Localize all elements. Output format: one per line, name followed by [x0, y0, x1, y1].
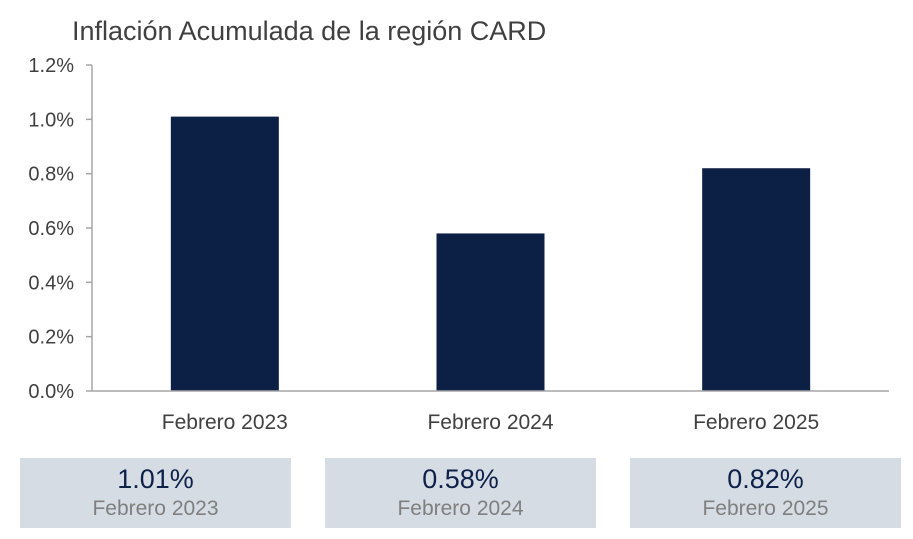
y-tick-label: 0.2%: [28, 327, 74, 349]
summary-value: 1.01%: [117, 464, 194, 494]
summary-label: Febrero 2025: [702, 497, 829, 520]
bars: [170, 116, 811, 391]
bar-0: [170, 116, 279, 391]
summary-value: 0.58%: [422, 464, 499, 494]
y-tick-label: 0.0%: [28, 381, 74, 403]
y-axis-ticks: 0.0% 0.2% 0.4% 0.6% 0.8% 1.0% 1.2%: [28, 55, 92, 403]
y-tick-label: 1.2%: [28, 55, 74, 77]
chart-title: Inflación Acumulada de la región CARD: [72, 16, 547, 46]
summary-label: Febrero 2024: [397, 497, 524, 520]
x-axis-labels: Febrero 2023 Febrero 2024 Febrero 2025: [162, 411, 819, 434]
y-tick-label: 1.0%: [28, 109, 74, 131]
bar-chart: 0.0% 0.2% 0.4% 0.6% 0.8% 1.0% 1.2% Febrero 202…: [28, 55, 889, 434]
x-category-label: Febrero 2025: [693, 411, 819, 434]
y-tick-label: 0.8%: [28, 164, 74, 186]
y-tick-label: 0.4%: [28, 272, 74, 294]
x-category-label: Febrero 2024: [427, 411, 553, 434]
summary-value: 0.82%: [727, 464, 804, 494]
summary-label: Febrero 2023: [92, 497, 219, 520]
bar-2: [702, 168, 811, 391]
bar-1: [436, 233, 545, 391]
x-category-label: Febrero 2023: [162, 411, 288, 434]
summary-box-feb-2023: 1.01% Febrero 2023: [20, 458, 291, 528]
summary-box-feb-2024: 0.58% Febrero 2024: [325, 458, 596, 528]
summary-box-feb-2025: 0.82% Febrero 2025: [630, 458, 901, 528]
y-tick-label: 0.6%: [28, 218, 74, 240]
